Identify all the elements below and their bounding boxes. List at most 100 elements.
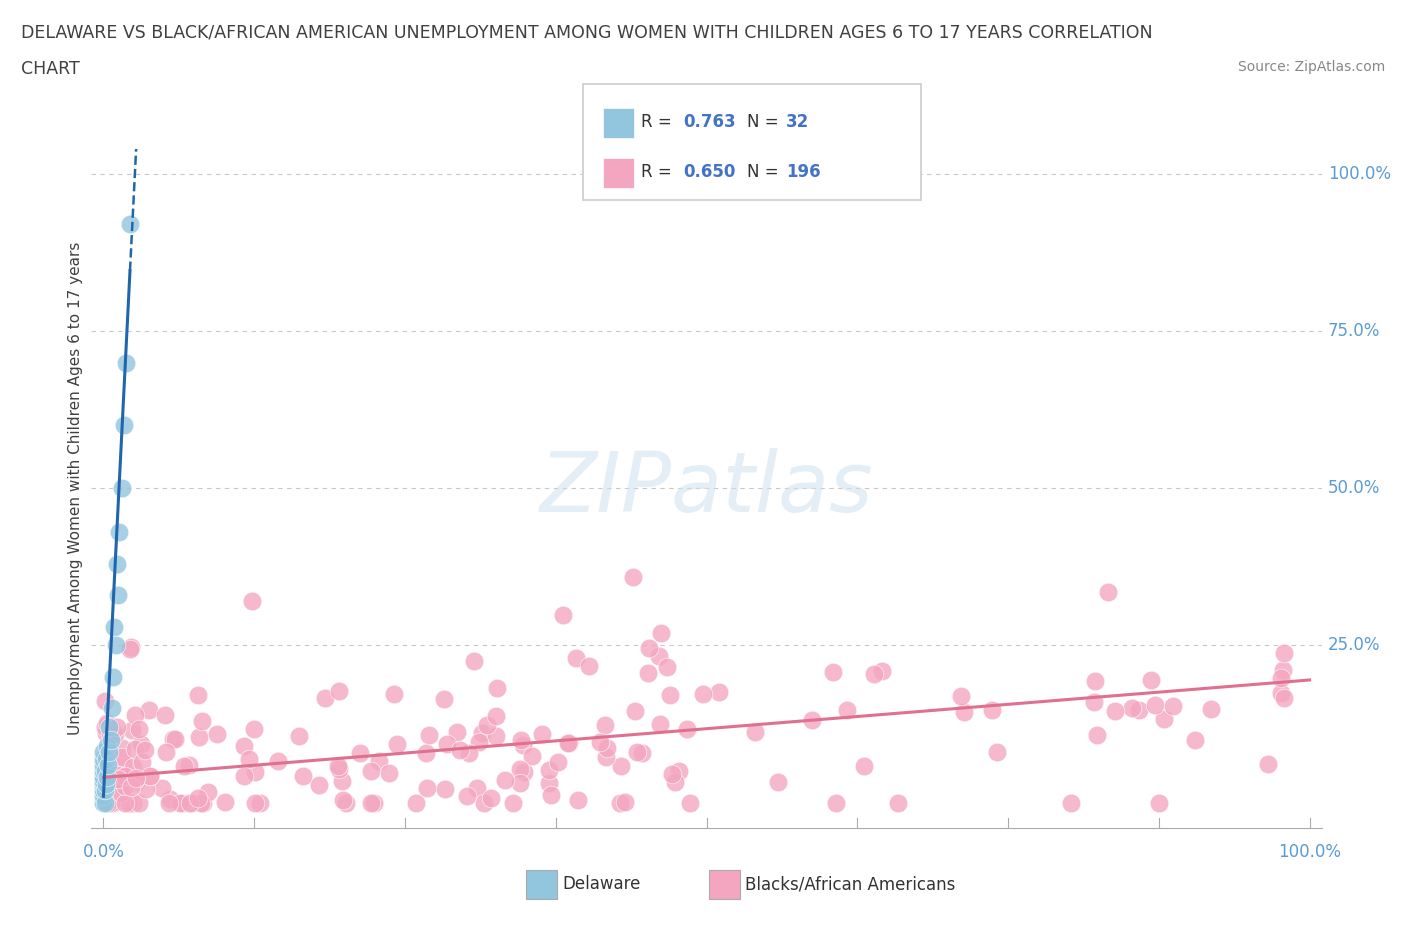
Point	[980, 702, 1002, 717]
Point	[101, 721, 124, 736]
Point	[249, 795, 271, 810]
Point	[173, 759, 195, 774]
Point	[465, 780, 488, 795]
Point	[134, 742, 156, 757]
Point	[744, 724, 766, 739]
Point	[870, 664, 893, 679]
Point	[1272, 691, 1295, 706]
Point	[512, 737, 534, 752]
Point	[405, 795, 427, 810]
Point	[100, 726, 122, 741]
Text: Delaware: Delaware	[562, 875, 641, 894]
Point	[96, 725, 118, 740]
Point	[520, 748, 543, 763]
Point	[648, 717, 671, 732]
Point	[108, 525, 131, 539]
Point	[363, 795, 385, 810]
Text: 100.0%: 100.0%	[1327, 165, 1391, 183]
Point	[1084, 673, 1107, 688]
Point	[121, 723, 143, 737]
Point	[93, 782, 115, 797]
Point	[93, 745, 115, 760]
Point	[610, 759, 633, 774]
Point	[509, 762, 531, 777]
Point	[98, 720, 121, 735]
Point	[821, 664, 844, 679]
Point	[537, 776, 560, 790]
Point	[131, 754, 153, 769]
Point	[124, 773, 146, 788]
Point	[1104, 703, 1126, 718]
Point	[243, 721, 266, 736]
Point	[93, 770, 115, 785]
Point	[94, 751, 117, 765]
Point	[433, 692, 456, 707]
Point	[637, 666, 659, 681]
Point	[509, 776, 531, 790]
Point	[486, 681, 509, 696]
Point	[169, 795, 191, 810]
Point	[100, 732, 122, 747]
Text: N =: N =	[747, 113, 778, 131]
Point	[103, 782, 125, 797]
Point	[111, 740, 134, 755]
Point	[243, 795, 266, 810]
Point	[104, 726, 127, 741]
Point	[332, 792, 354, 807]
Point	[513, 764, 536, 779]
Text: 25.0%: 25.0%	[1327, 636, 1381, 655]
Point	[96, 790, 118, 805]
Text: Blacks/African Americans: Blacks/African Americans	[745, 875, 956, 894]
Point	[485, 708, 508, 723]
Point	[658, 688, 681, 703]
Point	[565, 650, 588, 665]
Point	[93, 773, 115, 788]
Point	[94, 694, 117, 709]
Text: 32: 32	[786, 113, 810, 131]
Point	[125, 770, 148, 785]
Point	[94, 777, 117, 791]
Point	[138, 702, 160, 717]
Point	[98, 745, 121, 760]
Point	[540, 788, 562, 803]
Point	[93, 764, 115, 778]
Point	[118, 641, 141, 656]
Point	[609, 795, 631, 810]
Point	[100, 795, 122, 810]
Point	[238, 751, 260, 766]
Point	[531, 726, 554, 741]
Point	[668, 764, 690, 778]
Point	[128, 795, 150, 810]
Point	[101, 795, 124, 810]
Point	[853, 759, 876, 774]
Point	[232, 768, 254, 783]
Point	[112, 418, 135, 432]
Point	[378, 766, 401, 781]
Text: 0.763: 0.763	[683, 113, 735, 131]
Point	[675, 721, 697, 736]
Point	[349, 746, 371, 761]
Point	[1153, 712, 1175, 727]
Point	[800, 712, 823, 727]
Point	[986, 745, 1008, 760]
Point	[179, 795, 201, 810]
Point	[153, 708, 176, 723]
Point	[97, 795, 120, 810]
Point	[471, 725, 494, 740]
Point	[115, 355, 138, 370]
Point	[267, 753, 290, 768]
Point	[1199, 701, 1222, 716]
Point	[463, 654, 485, 669]
Point	[614, 794, 637, 809]
Point	[107, 771, 129, 786]
Point	[191, 795, 214, 810]
Point	[103, 619, 125, 634]
Text: 50.0%: 50.0%	[1327, 479, 1381, 498]
Point	[101, 670, 124, 684]
Text: DELAWARE VS BLACK/AFRICAN AMERICAN UNEMPLOYMENT AMONG WOMEN WITH CHILDREN AGES 6: DELAWARE VS BLACK/AFRICAN AMERICAN UNEMP…	[21, 23, 1153, 41]
Point	[94, 759, 117, 774]
Point	[93, 795, 115, 810]
Point	[93, 757, 115, 772]
Point	[707, 684, 730, 699]
Point	[328, 684, 350, 698]
